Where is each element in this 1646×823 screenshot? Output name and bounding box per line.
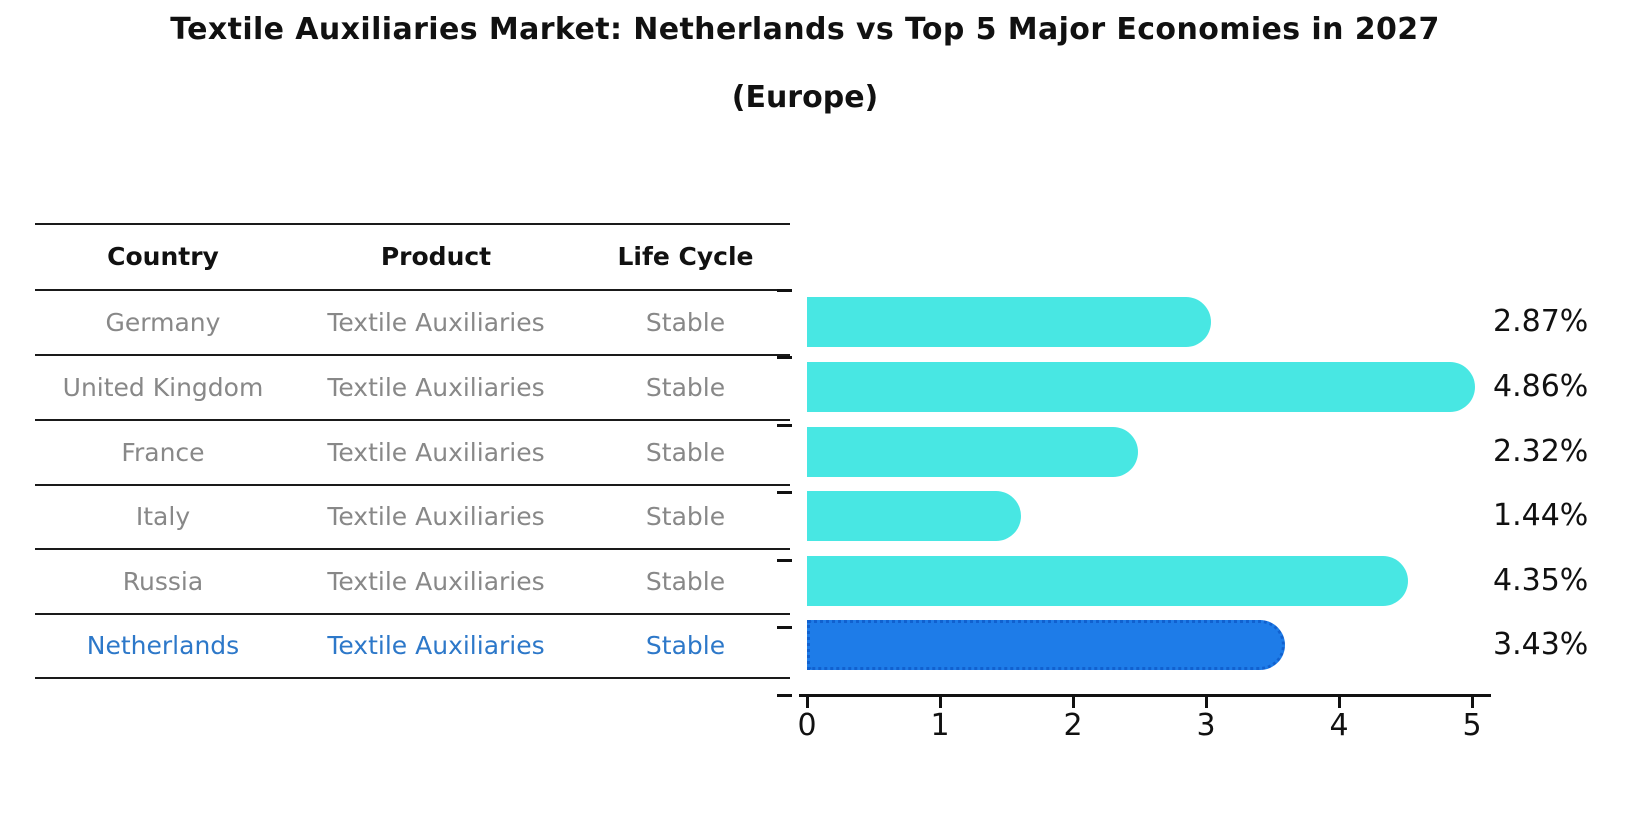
table-row-italy: Italy Textile Auxiliaries Stable [35, 485, 790, 548]
x-tick-label: 3 [1196, 708, 1216, 743]
chart-subtitle: (Europe) [731, 80, 879, 115]
cell-country: Germany [105, 307, 221, 337]
chart-title: Textile Auxiliaries Market: Netherlands … [170, 12, 1440, 47]
bar-france [807, 427, 1138, 477]
y-tick [777, 424, 792, 427]
cell-country: Russia [122, 566, 204, 596]
table-rule [35, 354, 790, 356]
cell-life-cycle: Stable [645, 502, 726, 531]
cell-life-cycle: Stable [645, 372, 726, 402]
x-tick-label: 5 [1462, 708, 1482, 743]
cell-country: Italy [135, 502, 191, 531]
value-label-france: 2.32% [1493, 434, 1589, 469]
y-tick [777, 356, 792, 359]
y-tick [777, 491, 792, 494]
cell-life-cycle: Stable [645, 566, 726, 596]
y-tick [777, 626, 792, 629]
value-label-united-kingdom: 4.86% [1493, 369, 1589, 404]
bar-russia [807, 556, 1408, 606]
table-rule [35, 289, 790, 291]
cell-country: Netherlands [86, 631, 240, 660]
x-tick-label: 1 [930, 708, 950, 743]
cell-product: Textile Auxiliaries [327, 502, 545, 531]
cell-life-cycle: Stable [645, 437, 726, 467]
cell-life-cycle: Stable [645, 307, 726, 337]
cell-product: Textile Auxiliaries [327, 631, 545, 660]
cell-life-cycle: Stable [645, 631, 726, 660]
x-tick-label: 2 [1063, 708, 1083, 743]
value-label-netherlands: 3.43% [1493, 627, 1589, 662]
bar-italy [807, 491, 1021, 541]
cell-country: United Kingdom [62, 372, 264, 402]
table-row-netherlands: Netherlands Textile Auxiliaries Stable [35, 614, 790, 677]
table-rule [35, 223, 790, 225]
table-header-life-cycle: Life Cycle [617, 242, 754, 271]
value-label-russia: 4.35% [1493, 563, 1589, 598]
y-tick [777, 694, 792, 697]
x-tick [939, 697, 942, 708]
cell-product: Textile Auxiliaries [327, 372, 545, 402]
value-label-italy: 1.44% [1493, 498, 1589, 533]
table-row-united-kingdom: United Kingdom Textile Auxiliaries Stabl… [35, 355, 790, 419]
y-tick [777, 559, 792, 562]
bar-netherlands-highlight [807, 620, 1285, 670]
bar-united-kingdom [807, 362, 1475, 412]
x-axis-line [799, 694, 1491, 697]
x-tick [1205, 697, 1208, 708]
x-tick [1072, 697, 1075, 708]
cell-country: France [121, 437, 205, 467]
table-rule [35, 548, 790, 550]
table-header-row: Country Product Life Cycle [35, 224, 790, 289]
value-label-germany: 2.87% [1493, 304, 1589, 339]
table-header-product: Product [380, 242, 492, 271]
x-tick [806, 697, 809, 708]
table-rule [35, 484, 790, 486]
table-header-country: Country [107, 242, 219, 271]
bar-germany [807, 297, 1211, 347]
table-rule [35, 613, 790, 615]
y-tick [777, 289, 792, 292]
table-row-france: France Textile Auxiliaries Stable [35, 420, 790, 484]
cell-product: Textile Auxiliaries [327, 566, 545, 596]
x-tick [1338, 697, 1341, 708]
table-row-germany: Germany Textile Auxiliaries Stable [35, 290, 790, 354]
table-row-russia: Russia Textile Auxiliaries Stable [35, 549, 790, 613]
x-tick-label: 0 [797, 708, 817, 743]
cell-product: Textile Auxiliaries [327, 437, 545, 467]
x-tick-label: 4 [1329, 708, 1349, 743]
cell-product: Textile Auxiliaries [327, 307, 545, 337]
table-rule [35, 419, 790, 421]
table-rule [35, 677, 790, 679]
x-tick [1471, 697, 1474, 708]
